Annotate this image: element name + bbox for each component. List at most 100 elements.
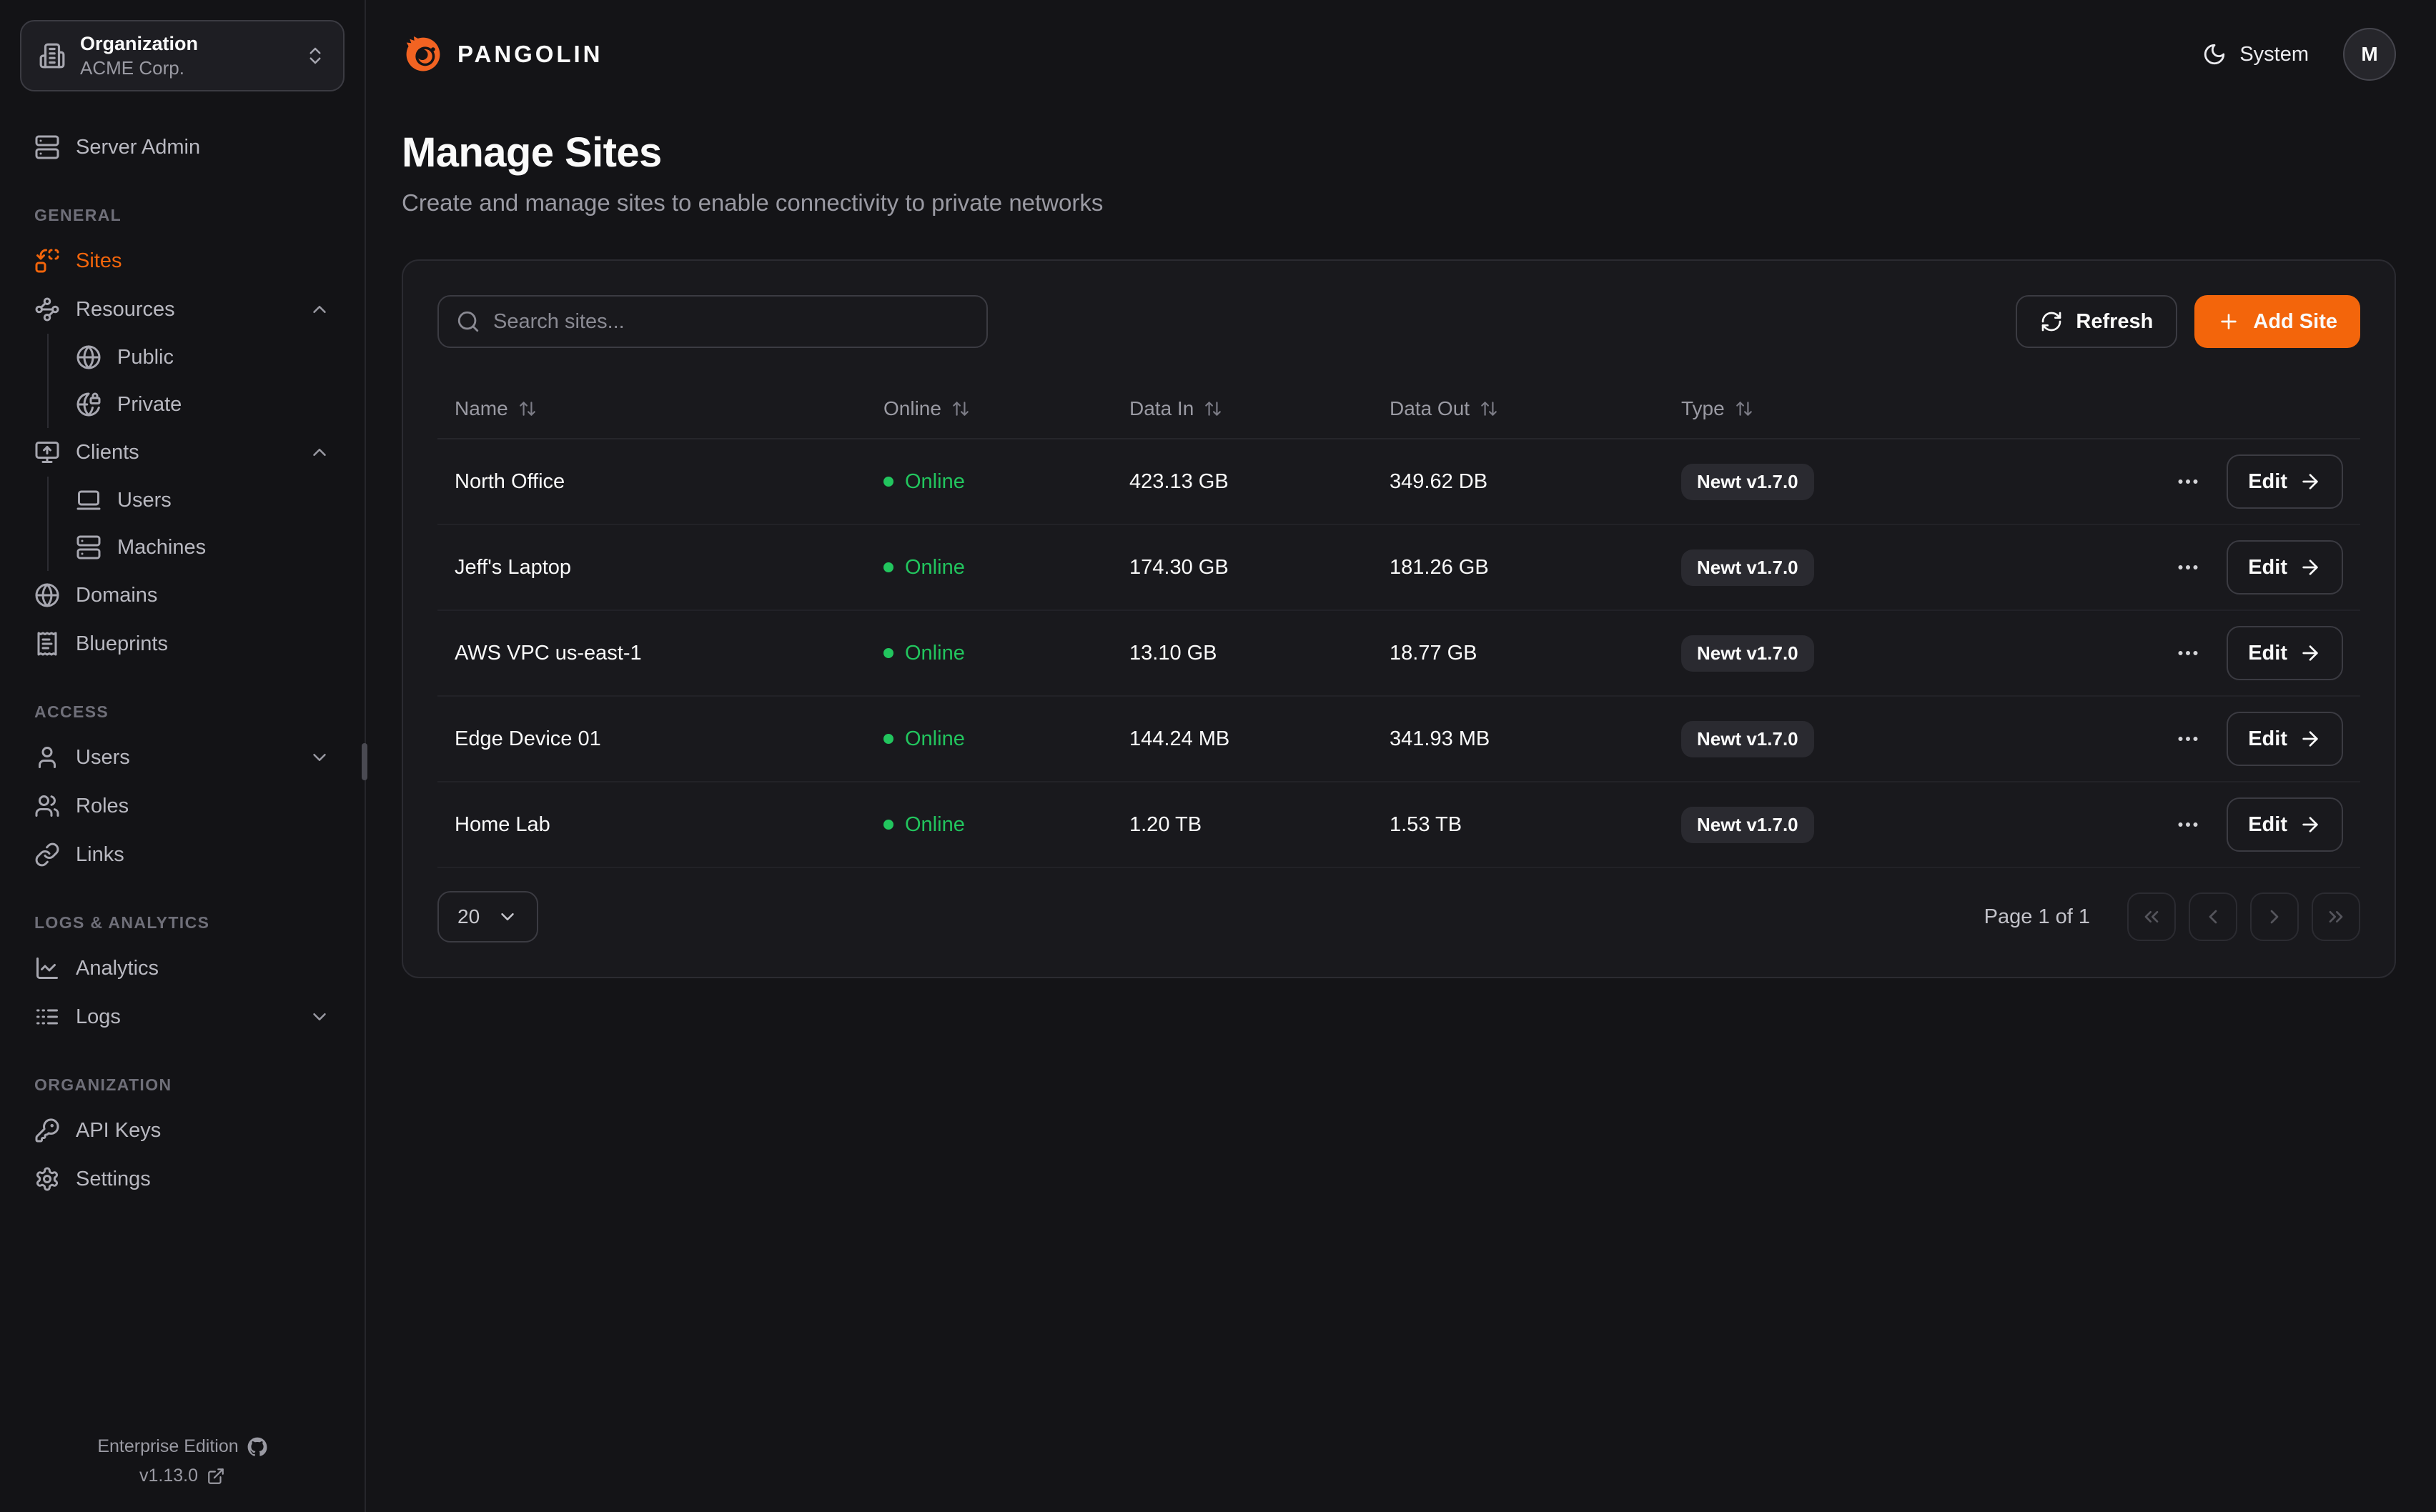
toolbar-actions: Refresh Add Site — [2016, 295, 2360, 348]
table-body: North Office Online 423.13 GB 349.62 DB Newt… — [437, 439, 2360, 868]
chevrons-up-down-icon — [304, 45, 326, 66]
site-type-cell: Newt v1.7.0 — [1664, 806, 2094, 843]
column-header-type[interactable]: Type — [1664, 397, 2094, 420]
sidebar-item-machines[interactable]: Machines — [61, 524, 345, 571]
sidebar-item-links[interactable]: Links — [20, 830, 345, 879]
edition-link[interactable]: Enterprise Edition — [97, 1436, 267, 1457]
table-header-row: Name Online Data In Data Out — [437, 379, 2360, 439]
column-visibility-button[interactable] — [2337, 406, 2343, 412]
sidebar-item-roles[interactable]: Roles — [20, 782, 345, 830]
globe-lock-icon — [76, 392, 102, 417]
sort-icon[interactable] — [951, 399, 970, 418]
sidebar-item-users[interactable]: Users — [20, 733, 345, 782]
org-switcher[interactable]: Organization ACME Corp. — [20, 20, 345, 91]
version-link[interactable]: v1.13.0 — [139, 1466, 225, 1486]
site-type-cell: Newt v1.7.0 — [1664, 463, 2094, 500]
sidebar-item-logs[interactable]: Logs — [20, 993, 345, 1041]
sidebar-item-analytics[interactable]: Analytics — [20, 944, 345, 993]
page-title: Manage Sites — [402, 129, 662, 176]
sidebar-item-label: Resources — [76, 297, 175, 321]
online-status-label: Online — [905, 469, 965, 493]
search-input[interactable] — [493, 309, 969, 334]
org-switcher-label: Organization — [80, 32, 199, 54]
sidebar-item-clients[interactable]: Clients — [20, 428, 345, 477]
type-badge: Newt v1.7.0 — [1681, 549, 1814, 586]
data-in-value: 423.13 GB — [1129, 469, 1229, 493]
table-row: Jeff's Laptop Online 174.30 GB 181.26 GB New… — [437, 525, 2360, 611]
last-page-button[interactable] — [2312, 892, 2360, 941]
sort-icon[interactable] — [1204, 399, 1222, 418]
sidebar-item-label: Domains — [76, 583, 158, 607]
sidebar-item-api-keys[interactable]: API Keys — [20, 1106, 345, 1155]
edit-button[interactable]: Edit — [2227, 797, 2343, 852]
site-name-cell: AWS VPC us-east-1 — [437, 642, 866, 665]
row-actions-cell: Edit — [2094, 712, 2360, 766]
online-status-dot — [883, 648, 893, 658]
previous-page-button[interactable] — [2189, 892, 2237, 941]
user-menu-avatar[interactable]: M — [2343, 28, 2396, 81]
column-header-data-in[interactable]: Data In — [1112, 397, 1372, 420]
pagination-right: Page 1 of 1 — [1984, 892, 2360, 941]
column-header-data-out[interactable]: Data Out — [1372, 397, 1664, 420]
waypoints-icon — [34, 297, 60, 322]
column-header-online[interactable]: Online — [866, 397, 1112, 420]
data-out-cell: 349.62 DB — [1372, 470, 1664, 494]
row-actions-menu-button[interactable] — [2169, 635, 2207, 672]
site-name: Home Lab — [455, 812, 550, 836]
sidebar-item-settings[interactable]: Settings — [20, 1155, 345, 1203]
site-name: AWS VPC us-east-1 — [455, 641, 642, 665]
first-page-button[interactable] — [2127, 892, 2176, 941]
sidebar-item-label: Private — [117, 392, 182, 416]
sidebar-item-server-admin[interactable]: Server Admin — [20, 123, 345, 171]
site-type-cell: Newt v1.7.0 — [1664, 549, 2094, 586]
sidebar-item-label: Server Admin — [76, 135, 201, 159]
refresh-button[interactable]: Refresh — [2016, 295, 2178, 348]
sort-icon[interactable] — [1735, 399, 1753, 418]
brand-logo[interactable]: PANGOLIN — [402, 33, 603, 76]
sort-icon[interactable] — [518, 399, 537, 418]
online-status-dot — [883, 562, 893, 572]
row-actions-menu-button[interactable] — [2169, 549, 2207, 586]
sort-icon[interactable] — [1480, 399, 1498, 418]
data-in-value: 144.24 MB — [1129, 727, 1230, 750]
arrow-right-icon — [2299, 642, 2322, 665]
sidebar-item-label: Users — [117, 488, 172, 512]
edit-button[interactable]: Edit — [2227, 454, 2343, 509]
page-size-select[interactable]: 20 — [437, 891, 539, 942]
row-actions-menu-button[interactable] — [2169, 463, 2207, 500]
online-status-dot — [883, 820, 893, 830]
edit-button[interactable]: Edit — [2227, 712, 2343, 766]
sidebar-item-users[interactable]: Users — [61, 477, 345, 524]
chevron-up-icon — [309, 299, 330, 320]
sidebar-item-resources[interactable]: Resources — [20, 285, 345, 334]
table-row: Edge Device 01 Online 144.24 MB 341.93 MB Ne… — [437, 697, 2360, 782]
sidebar-item-label: Logs — [76, 1005, 121, 1028]
laptop-icon — [76, 487, 102, 513]
sidebar-subgroup: Users Machines — [47, 477, 345, 571]
online-status-label: Online — [905, 812, 965, 836]
sidebar-item-blueprints[interactable]: Blueprints — [20, 620, 345, 668]
sidebar-item-private[interactable]: Private — [61, 381, 345, 428]
column-header-name[interactable]: Name — [437, 397, 866, 420]
users-icon — [34, 793, 60, 819]
row-actions-menu-button[interactable] — [2169, 720, 2207, 757]
site-name-cell: Home Lab — [437, 813, 866, 837]
sidebar-item-label: API Keys — [76, 1118, 162, 1142]
online-status-dot — [883, 477, 893, 487]
edit-button[interactable]: Edit — [2227, 626, 2343, 680]
chevrons-left-icon — [2140, 905, 2163, 928]
avatar-initial: M — [2361, 43, 2378, 65]
edit-button[interactable]: Edit — [2227, 540, 2343, 595]
next-page-button[interactable] — [2250, 892, 2299, 941]
add-site-button[interactable]: Add Site — [2194, 295, 2360, 348]
sidebar-item-label: Users — [76, 745, 130, 769]
sidebar-item-sites[interactable]: Sites — [20, 237, 345, 285]
site-status-cell: Online — [866, 813, 1112, 837]
sidebar-item-domains[interactable]: Domains — [20, 571, 345, 620]
row-actions-menu-button[interactable] — [2169, 806, 2207, 843]
main-area: PANGOLIN System M Manage Sites Create an… — [366, 0, 2436, 1512]
sidebar-item-public[interactable]: Public — [61, 334, 345, 381]
sites-icon — [34, 248, 60, 274]
sidebar-resize-handle[interactable] — [362, 743, 367, 780]
theme-toggle[interactable]: System — [2202, 42, 2309, 66]
